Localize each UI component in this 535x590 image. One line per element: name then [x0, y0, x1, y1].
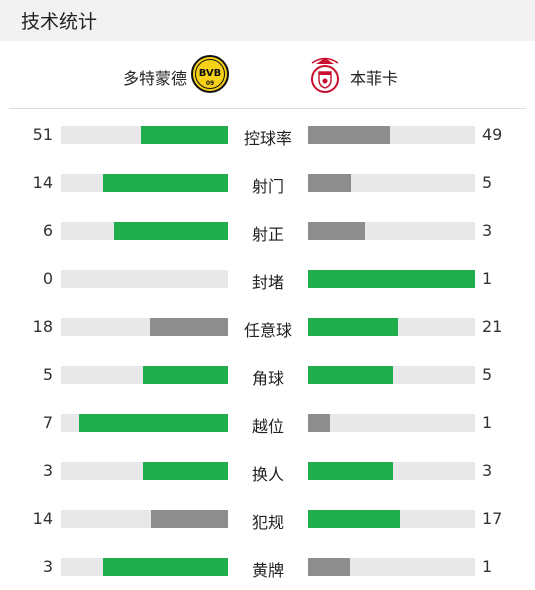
home-team-name[interactable]: 多特蒙德: [122, 69, 187, 88]
away-bar-track: [308, 366, 475, 384]
header-bar: 技术统计: [0, 0, 535, 41]
stat-row: 14 射门 5: [0, 159, 535, 207]
home-bar-fill: [151, 510, 228, 528]
away-value: 1: [482, 413, 493, 432]
away-bar-track: [308, 318, 475, 336]
stat-label: 控球率: [243, 129, 292, 148]
home-bar-fill: [102, 174, 228, 192]
home-value: 5: [42, 365, 53, 384]
stat-row: 18 任意球 21: [0, 303, 535, 351]
away-value: 1: [482, 557, 493, 576]
home-value: 51: [32, 125, 53, 144]
home-value: 3: [42, 557, 53, 576]
away-bar-fill: [308, 174, 352, 192]
away-value: 49: [482, 125, 503, 144]
home-bar-fill: [79, 414, 228, 432]
page-title: 技术统计: [21, 11, 98, 33]
stat-label: 黄牌: [251, 561, 284, 580]
stat-label: 越位: [251, 417, 284, 436]
home-value: 14: [32, 173, 53, 192]
away-value: 5: [482, 173, 493, 192]
home-bar-fill: [142, 462, 228, 480]
stat-label: 封堵: [251, 273, 284, 292]
stat-label: 角球: [251, 369, 284, 388]
home-bar-fill: [114, 222, 228, 240]
away-bar-fill: [308, 318, 399, 336]
stat-row: 6 射正 3: [0, 207, 535, 255]
home-bar-track: [61, 414, 228, 432]
away-bar-fill: [308, 366, 394, 384]
home-value: 14: [32, 509, 53, 528]
home-value: 6: [42, 221, 53, 240]
away-value: 1: [482, 269, 493, 288]
bvb-logo-icon[interactable]: BVB 09: [191, 55, 229, 97]
away-value: 3: [482, 221, 493, 240]
home-bar-track: [61, 126, 228, 144]
home-bar-fill: [142, 366, 228, 384]
home-bar-track: [61, 318, 228, 336]
divider: [9, 108, 526, 109]
away-value: 17: [482, 509, 503, 528]
stat-row: 5 角球 5: [0, 351, 535, 399]
home-value: 3: [42, 461, 53, 480]
home-value: 0: [42, 269, 53, 288]
home-bar-fill: [141, 126, 228, 144]
away-bar-fill: [308, 558, 350, 576]
away-value: 21: [482, 317, 503, 336]
away-bar-track: [308, 222, 475, 240]
away-bar-track: [308, 414, 475, 432]
home-bar-track: [61, 222, 228, 240]
away-bar-track: [308, 174, 475, 192]
away-bar-fill: [308, 126, 390, 144]
stat-row: 3 黄牌 1: [0, 543, 535, 590]
stat-label: 换人: [251, 465, 284, 484]
teams-row: 多特蒙德 BVB 09 本菲卡: [0, 41, 535, 109]
away-value: 5: [482, 365, 493, 384]
away-bar-track: [308, 462, 475, 480]
stat-row: 51 控球率 49: [0, 111, 535, 159]
svg-text:09: 09: [206, 80, 214, 87]
away-bar-fill: [308, 270, 475, 288]
home-bar-track: [61, 558, 228, 576]
away-bar-fill: [308, 222, 365, 240]
svg-text:BVB: BVB: [199, 68, 222, 79]
stat-row: 7 越位 1: [0, 399, 535, 447]
benfica-logo-icon[interactable]: [306, 55, 344, 99]
stat-label: 射门: [251, 177, 284, 196]
stat-row: 3 换人 3: [0, 447, 535, 495]
away-bar-track: [308, 126, 475, 144]
away-bar-fill: [308, 414, 330, 432]
stat-row: 14 犯规 17: [0, 495, 535, 543]
home-bar-track: [61, 462, 228, 480]
home-bar-track: [61, 510, 228, 528]
stat-label: 犯规: [251, 513, 284, 532]
away-value: 3: [482, 461, 493, 480]
stat-label: 任意球: [243, 321, 292, 340]
home-value: 7: [42, 413, 53, 432]
away-bar-track: [308, 510, 475, 528]
stat-label: 射正: [251, 225, 284, 244]
home-bar-fill: [149, 318, 228, 336]
stat-row: 0 封堵 1: [0, 255, 535, 303]
home-bar-track: [61, 270, 228, 288]
away-team-name[interactable]: 本菲卡: [350, 69, 399, 88]
away-bar-fill: [308, 462, 394, 480]
away-bar-track: [308, 270, 475, 288]
home-value: 18: [32, 317, 53, 336]
away-bar-fill: [308, 510, 400, 528]
away-bar-track: [308, 558, 475, 576]
home-bar-track: [61, 174, 228, 192]
home-bar-track: [61, 366, 228, 384]
home-bar-fill: [102, 558, 228, 576]
